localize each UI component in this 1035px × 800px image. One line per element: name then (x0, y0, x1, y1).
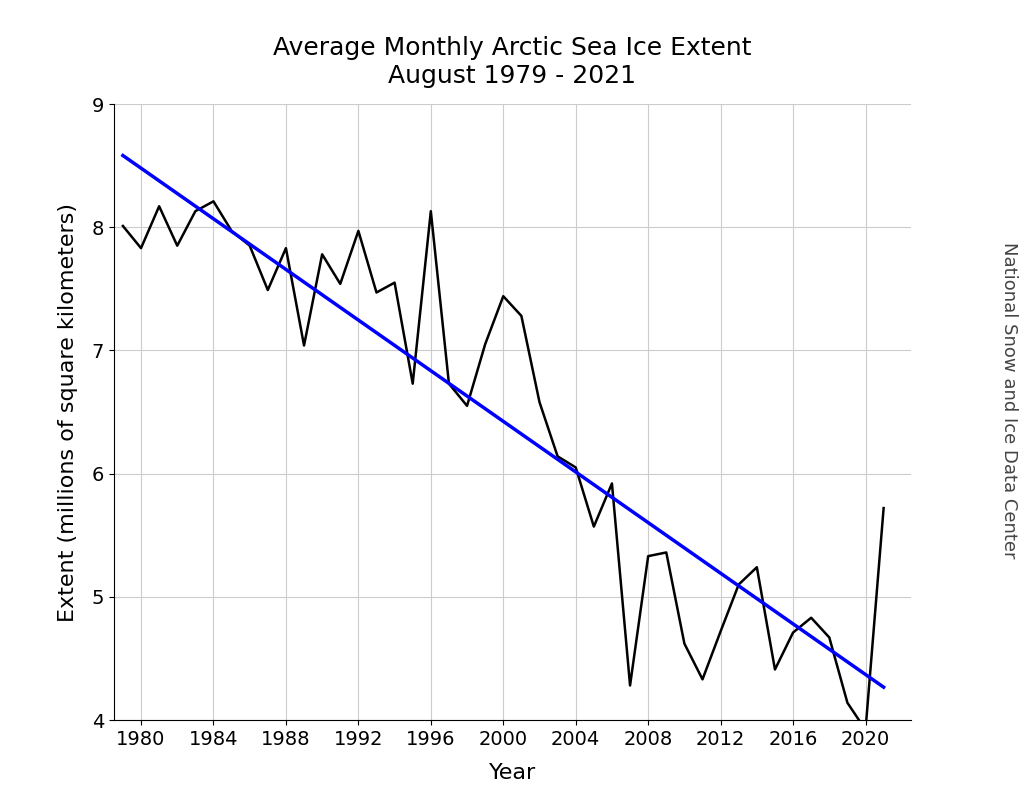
X-axis label: Year: Year (489, 762, 536, 782)
Title: Average Monthly Arctic Sea Ice Extent
August 1979 - 2021: Average Monthly Arctic Sea Ice Extent Au… (273, 36, 751, 88)
Text: National Snow and Ice Data Center: National Snow and Ice Data Center (1000, 242, 1018, 558)
Y-axis label: Extent (millions of square kilometers): Extent (millions of square kilometers) (58, 202, 78, 622)
